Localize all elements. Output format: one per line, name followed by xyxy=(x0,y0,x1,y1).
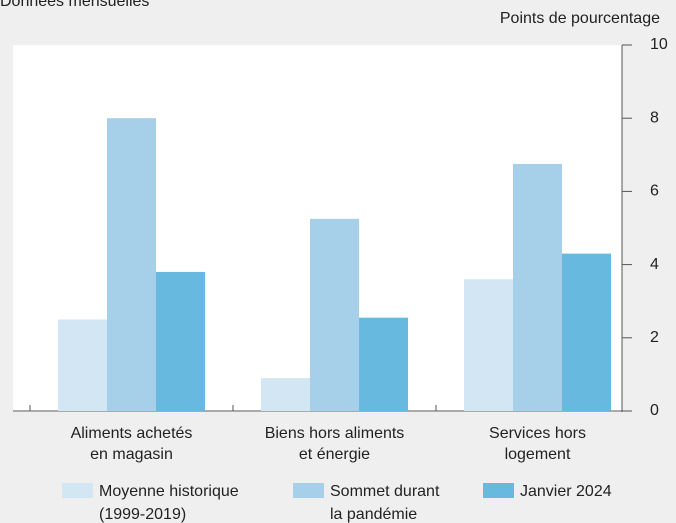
y-tick-label: 2 xyxy=(650,329,659,346)
y-tick-label: 8 xyxy=(650,109,659,126)
chart-subtitle: Données mensuelles xyxy=(0,0,149,10)
legend-label: Moyenne historique xyxy=(99,483,239,500)
bar xyxy=(513,163,562,411)
legend-label: (1999-2019) xyxy=(99,506,186,523)
bar xyxy=(261,378,310,411)
bar xyxy=(156,271,205,411)
bar xyxy=(359,317,408,411)
bar xyxy=(58,319,107,411)
legend-swatch xyxy=(483,483,514,498)
y-tick-label: 6 xyxy=(650,183,659,200)
legend-swatch xyxy=(293,483,324,498)
x-tick-label: Aliments achetés xyxy=(71,425,193,442)
y-tick-label: 0 xyxy=(650,402,659,419)
bar xyxy=(107,118,156,411)
x-tick-label: Services hors xyxy=(489,425,586,442)
legend-swatch xyxy=(62,483,93,498)
bar xyxy=(310,218,359,411)
legend-label: la pandémie xyxy=(330,506,417,523)
legend-label: Sommet durant xyxy=(330,483,440,500)
y-tick-label: 10 xyxy=(650,36,668,53)
x-tick-label: et énergie xyxy=(299,446,370,463)
x-tick-label: Biens hors aliments xyxy=(265,425,405,442)
y-axis-label: Points de pourcentage xyxy=(500,10,660,27)
bar xyxy=(562,253,611,411)
bar xyxy=(464,279,513,411)
legend-label: Janvier 2024 xyxy=(520,483,612,500)
y-tick-label: 4 xyxy=(650,256,659,273)
x-tick-label: logement xyxy=(505,446,571,463)
x-tick-label: en magasin xyxy=(90,446,173,463)
